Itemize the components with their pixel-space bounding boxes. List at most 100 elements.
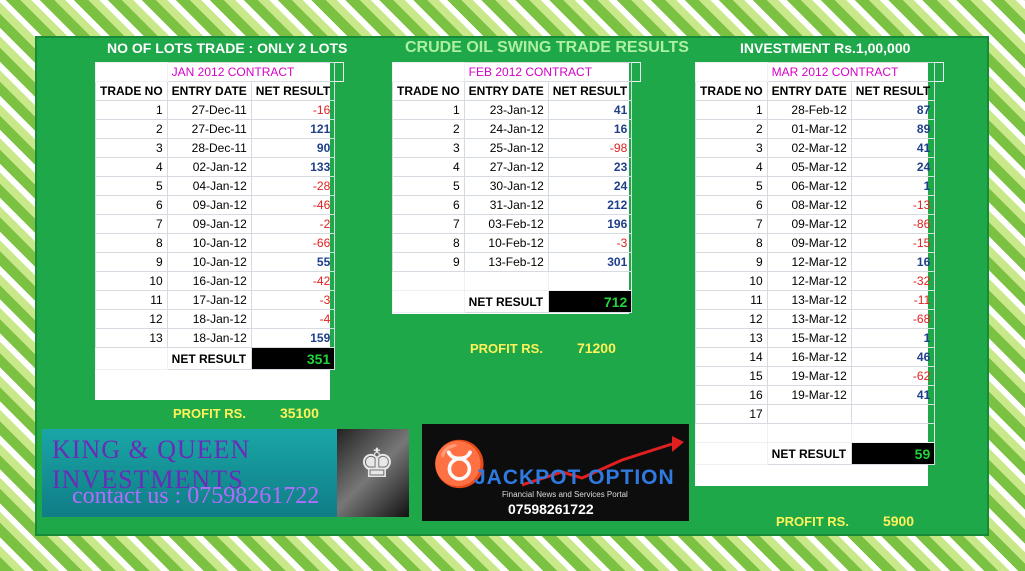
table-row: 1 27-Dec-11 -16	[95, 100, 344, 120]
table-row: 7 03-Feb-12 196	[392, 214, 641, 234]
table-row: 3 02-Mar-12 41	[695, 138, 944, 158]
net-result-cell: 16	[547, 119, 633, 139]
profit-value: 71200	[576, 340, 616, 356]
net-result-cell: -86	[850, 214, 936, 234]
chess-pieces-image: ♚	[337, 429, 409, 517]
col-net-result: NET RESULT	[547, 81, 633, 101]
table-row: 4 05-Mar-12 24	[695, 157, 944, 177]
trade-no-cell: 8	[95, 233, 168, 253]
trade-no-cell: 5	[392, 176, 465, 196]
trade-no-cell: 3	[695, 138, 768, 158]
trade-no-cell: 4	[392, 157, 465, 177]
profit-label: PROFIT RS.	[173, 406, 246, 421]
entry-date-cell: 12-Mar-12	[766, 252, 852, 272]
trade-no-cell: 5	[695, 176, 768, 196]
table-row: 7 09-Mar-12 -86	[695, 214, 944, 234]
lots-heading: NO OF LOTS TRADE : ONLY 2 LOTS	[107, 40, 348, 56]
entry-date-cell: 10-Jan-12	[166, 233, 252, 253]
entry-date-cell: 17-Jan-12	[166, 290, 252, 310]
entry-date-cell: 18-Jan-12	[166, 328, 252, 348]
trade-no-cell: 9	[392, 252, 465, 272]
table-row: 10 12-Mar-12 -32	[695, 271, 944, 291]
trade-no-cell: 10	[695, 271, 768, 291]
entry-date-cell: 09-Jan-12	[166, 195, 252, 215]
col-entry-date: ENTRY DATE	[463, 81, 549, 101]
entry-date-cell: 19-Mar-12	[766, 385, 852, 405]
net-result-cell: 159	[250, 328, 336, 348]
table-row: 7 09-Jan-12 -2	[95, 214, 344, 234]
net-result-value: 712	[547, 290, 633, 313]
net-result-cell: -66	[250, 233, 336, 253]
bull-icon: ♉	[432, 440, 487, 489]
net-result-cell: -13	[850, 195, 936, 215]
entry-date-cell: 28-Feb-12	[766, 100, 852, 120]
trade-no-cell: 2	[95, 119, 168, 139]
table-row: 8 09-Mar-12 -15	[695, 233, 944, 253]
table-row: 1 28-Feb-12 87	[695, 100, 944, 120]
entry-date-cell: 02-Mar-12	[766, 138, 852, 158]
table-row: 16 19-Mar-12 41	[695, 385, 944, 405]
entry-date-cell	[766, 404, 852, 424]
net-result-cell: -42	[250, 271, 336, 291]
table-row: 8 10-Jan-12 -66	[95, 233, 344, 253]
table-row: 11 13-Mar-12 -11	[695, 290, 944, 310]
entry-date-cell: 01-Mar-12	[766, 119, 852, 139]
trade-no-cell: 11	[95, 290, 168, 310]
net-result-cell: 212	[547, 195, 633, 215]
entry-date-cell: 28-Dec-11	[166, 138, 252, 158]
entry-date-cell: 06-Mar-12	[766, 176, 852, 196]
entry-date-cell: 03-Feb-12	[463, 214, 549, 234]
trade-no-cell: 16	[695, 385, 768, 405]
profit-value: 5900	[882, 513, 915, 529]
trade-no-cell: 1	[392, 100, 465, 120]
net-result-cell: 23	[547, 157, 633, 177]
trade-no-cell: 6	[95, 195, 168, 215]
trade-no-cell: 6	[695, 195, 768, 215]
jackpot-option-banner[interactable]: ♉ JACKPOT OPTION Financial News and Serv…	[422, 424, 689, 521]
entry-date-cell: 04-Jan-12	[166, 176, 252, 196]
net-result-cell: 41	[547, 100, 633, 120]
net-result-cell: 46	[850, 347, 936, 367]
trade-no-cell: 3	[95, 138, 168, 158]
trade-no-cell: 6	[392, 195, 465, 215]
entry-date-cell: 09-Jan-12	[166, 214, 252, 234]
net-result-cell: -32	[850, 271, 936, 291]
trade-no-cell: 7	[392, 214, 465, 234]
banner-subtitle: Financial News and Services Portal	[502, 490, 628, 499]
trend-arrow-icon	[522, 436, 684, 487]
entry-date-cell: 12-Mar-12	[766, 271, 852, 291]
contract-title: FEB 2012 CONTRACT	[463, 62, 633, 82]
table-row: 12 13-Mar-12 -68	[695, 309, 944, 329]
col-net-result: NET RESULT	[250, 81, 336, 101]
king-queen-banner[interactable]: KING & QUEEN INVESTMENTS contact us : 07…	[42, 429, 409, 517]
jan-table: JAN 2012 CONTRACT TRADE NO ENTRY DATE NE…	[95, 62, 345, 400]
net-result-cell: 1	[850, 176, 936, 196]
entry-date-cell: 23-Jan-12	[463, 100, 549, 120]
feb-profit: PROFIT RS. 71200	[470, 340, 616, 356]
net-result-cell: -3	[547, 233, 633, 253]
col-trade-no: TRADE NO	[392, 81, 465, 101]
banner-contact: contact us : 07598261722	[72, 483, 320, 509]
contract-title: JAN 2012 CONTRACT	[166, 62, 336, 82]
trade-no-cell: 9	[695, 252, 768, 272]
entry-date-cell: 25-Jan-12	[463, 138, 549, 158]
trade-no-cell: 10	[95, 271, 168, 291]
net-result-value: 351	[250, 347, 336, 370]
entry-date-cell: 18-Jan-12	[166, 309, 252, 329]
feb-contract-table: FEB 2012 CONTRACT TRADE NO ENTRY DATE NE…	[392, 62, 642, 313]
table-row: 12 18-Jan-12 -4	[95, 309, 344, 329]
entry-date-cell: 13-Mar-12	[766, 309, 852, 329]
entry-date-cell: 10-Feb-12	[463, 233, 549, 253]
net-result-cell: 301	[547, 252, 633, 272]
banner-name: KING & QUEEN INVESTMENTS	[52, 435, 251, 494]
entry-date-cell: 13-Mar-12	[766, 290, 852, 310]
net-result-label: NET RESULT	[166, 347, 252, 370]
col-entry-date: ENTRY DATE	[166, 81, 252, 101]
feb-table: FEB 2012 CONTRACT TRADE NO ENTRY DATE NE…	[392, 62, 642, 314]
trade-no-cell: 8	[695, 233, 768, 253]
table-row: 5 04-Jan-12 -28	[95, 176, 344, 196]
trade-no-cell: 7	[95, 214, 168, 234]
entry-date-cell: 19-Mar-12	[766, 366, 852, 386]
trade-no-cell: 2	[695, 119, 768, 139]
entry-date-cell: 31-Jan-12	[463, 195, 549, 215]
